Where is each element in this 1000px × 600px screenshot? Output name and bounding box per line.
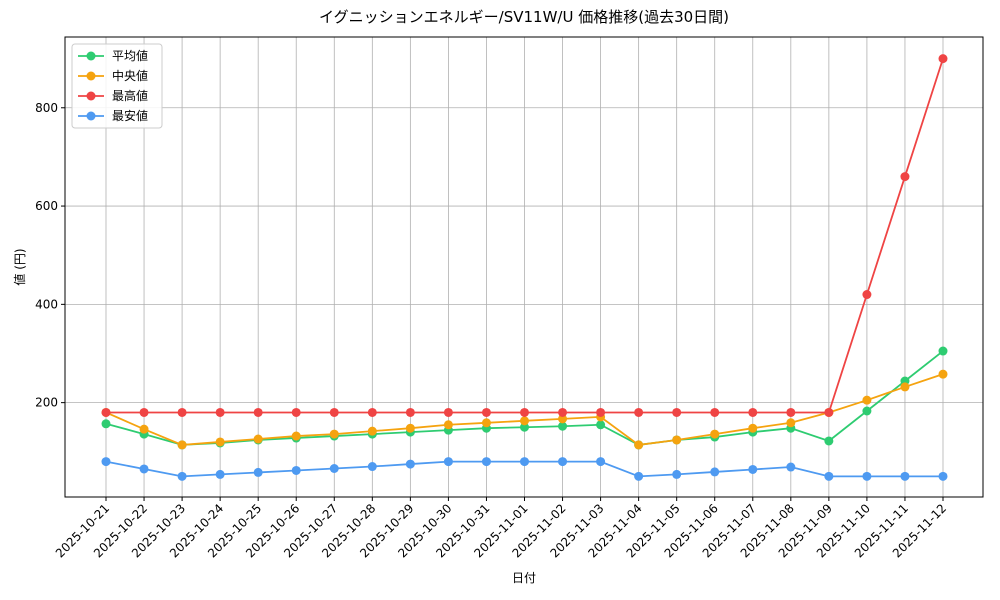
point: [520, 416, 529, 426]
point: [101, 407, 111, 417]
point: [710, 467, 720, 477]
point: [329, 429, 339, 439]
point: [329, 407, 339, 417]
point: [177, 471, 187, 481]
x-axis-label: 日付: [512, 571, 536, 585]
point: [520, 407, 529, 417]
point: [558, 407, 568, 417]
point: [481, 457, 491, 467]
point: [520, 422, 529, 432]
point: [596, 457, 606, 467]
point: [672, 407, 682, 417]
point: [443, 457, 453, 467]
point: [900, 382, 910, 392]
legend-label: 平均値: [112, 48, 148, 63]
point: [862, 471, 872, 481]
point: [101, 419, 111, 429]
point: [253, 467, 263, 477]
point: [443, 420, 453, 430]
legend-marker: [86, 91, 96, 101]
point: [329, 463, 339, 473]
point: [367, 426, 377, 436]
point: [938, 369, 948, 379]
point: [291, 465, 301, 475]
point: [900, 471, 910, 481]
legend-label: 最高値: [112, 88, 148, 103]
y-tick-label: 400: [35, 297, 58, 311]
point: [139, 464, 149, 474]
point: [253, 407, 263, 417]
point: [520, 457, 529, 467]
point: [291, 431, 301, 441]
legend-box: [71, 43, 163, 129]
point: [748, 407, 758, 417]
point: [786, 407, 796, 417]
y-tick-label: 800: [35, 101, 58, 115]
point: [481, 418, 491, 428]
point: [862, 406, 872, 416]
point: [824, 436, 834, 446]
point: [558, 457, 568, 467]
point: [177, 440, 187, 450]
point: [558, 414, 568, 424]
legend-marker: [86, 111, 96, 121]
point: [367, 462, 377, 472]
point: [596, 407, 606, 417]
chart-title: イグニッションエネルギー/SV11W/U 価格推移(過去30日間): [319, 8, 729, 26]
point: [481, 407, 491, 417]
point: [139, 424, 149, 434]
point: [786, 418, 796, 428]
point: [558, 421, 568, 431]
point: [900, 172, 910, 182]
point: [634, 440, 644, 450]
point: [405, 459, 415, 469]
y-tick-label: 600: [35, 199, 58, 213]
point: [634, 471, 644, 481]
point: [215, 469, 225, 479]
point: [672, 469, 682, 479]
point: [253, 434, 263, 444]
point: [748, 423, 758, 433]
point: [596, 420, 606, 430]
point: [748, 464, 758, 474]
point: [862, 395, 872, 405]
point: [710, 407, 720, 417]
legend-label: 最安値: [112, 108, 148, 123]
point: [786, 462, 796, 472]
plot-frame: [64, 36, 984, 498]
y-tick-label: 200: [35, 396, 58, 410]
legend-label: 中央値: [112, 68, 148, 83]
point: [938, 346, 948, 356]
point: [938, 54, 948, 64]
point: [824, 471, 834, 481]
point: [367, 407, 377, 417]
point: [405, 423, 415, 433]
point: [177, 407, 187, 417]
point: [824, 407, 834, 417]
point: [215, 437, 225, 447]
point: [443, 407, 453, 417]
point: [634, 407, 644, 417]
point: [139, 407, 149, 417]
point: [101, 457, 111, 467]
legend-marker: [86, 51, 96, 61]
point: [672, 435, 682, 445]
point: [405, 407, 415, 417]
point: [938, 471, 948, 481]
point: [710, 429, 720, 439]
point: [862, 290, 872, 300]
point: [215, 407, 225, 417]
point: [291, 407, 301, 417]
legend-marker: [86, 71, 96, 81]
y-axis-label: 値 (円): [12, 248, 27, 285]
